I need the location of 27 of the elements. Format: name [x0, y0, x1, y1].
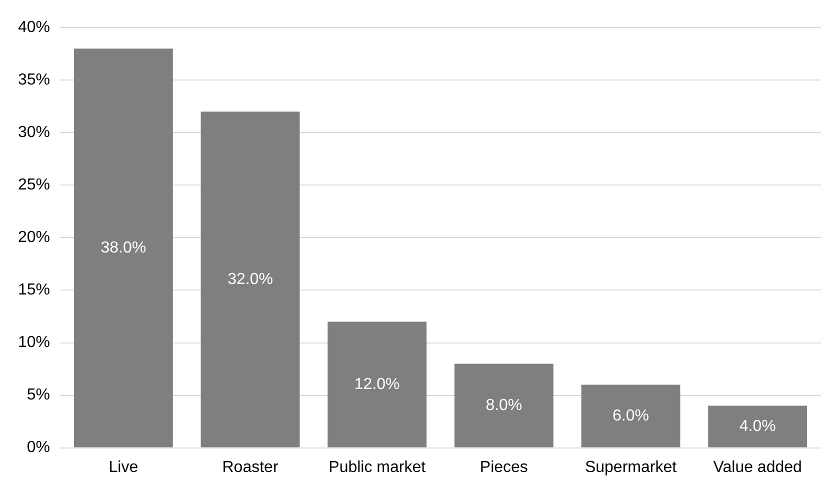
y-tick-label: 30% [18, 124, 50, 142]
bar [708, 406, 808, 448]
x-tick-label: Pieces [480, 458, 528, 476]
y-tick-label: 15% [18, 282, 50, 299]
bar [74, 48, 173, 448]
data-label: 32.0% [228, 270, 273, 288]
data-label: 8.0% [486, 396, 522, 414]
x-tick-label: Public market [328, 458, 426, 476]
data-label: 12.0% [354, 376, 400, 393]
y-tick-label: 35% [18, 72, 50, 89]
y-tick-label: 5% [26, 386, 50, 404]
bar [454, 364, 554, 448]
x-tick-label: Live [108, 458, 138, 476]
x-tick-label: Value added [713, 458, 802, 476]
y-tick-label: 25% [18, 176, 50, 194]
x-tick-label: Roaster [222, 458, 279, 476]
data-label: 38.0% [100, 239, 146, 256]
y-tick-label: 10% [18, 334, 50, 352]
data-label: 4.0% [739, 418, 776, 435]
data-label: 6.0% [612, 407, 649, 424]
bar [200, 112, 300, 448]
y-tick-label: 0% [26, 439, 50, 456]
bar [328, 322, 427, 448]
bar [581, 384, 680, 448]
y-tick-label: 20% [18, 229, 50, 246]
y-tick-label: 40% [18, 19, 50, 36]
x-tick-label: Supermarket [584, 458, 678, 476]
